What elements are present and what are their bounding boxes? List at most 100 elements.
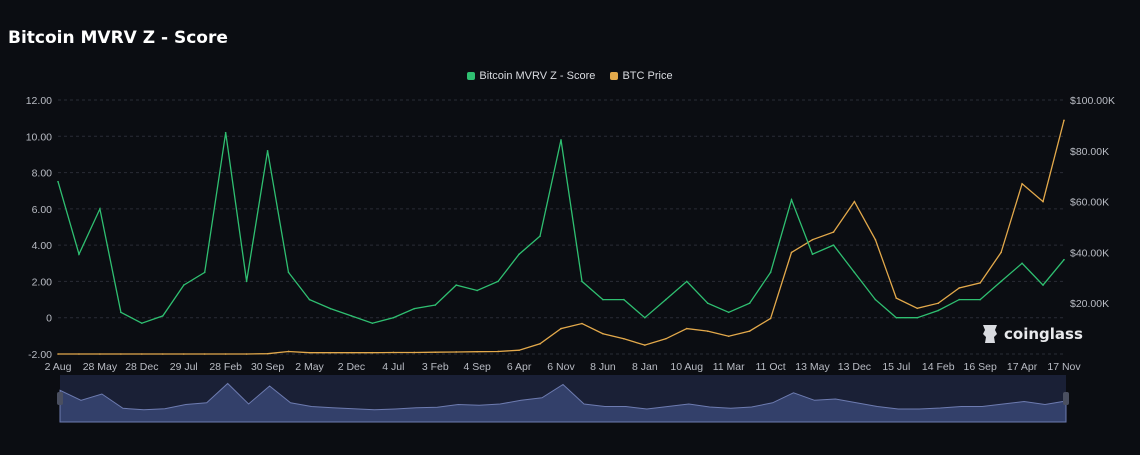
x-tick-label: 2 May <box>295 361 324 373</box>
data-point-mvrv <box>706 302 709 305</box>
data-point-btc <box>434 351 437 354</box>
data-point-mvrv <box>769 271 772 274</box>
data-point-mvrv <box>57 180 59 183</box>
data-point-btc <box>497 350 499 353</box>
data-point-mvrv <box>790 198 793 201</box>
y-left-tick-label: 6.00 <box>32 204 53 216</box>
data-point-btc <box>350 351 353 354</box>
data-point-mvrv <box>853 271 856 274</box>
data-point-btc <box>1021 183 1023 185</box>
data-point-mvrv <box>874 298 877 301</box>
coinglass-logo: coinglass <box>980 323 1083 345</box>
data-point-btc <box>287 350 290 353</box>
data-point-btc <box>644 344 646 346</box>
y-left-tick-label: -2.00 <box>28 349 52 361</box>
legend: Bitcoin MVRV Z - Score BTC Price <box>0 70 1140 83</box>
data-point-btc <box>141 353 143 355</box>
data-point-mvrv <box>455 284 458 286</box>
data-point-btc <box>706 330 709 332</box>
series-line-mvrv-z-score <box>57 132 1065 324</box>
data-point-btc <box>1063 119 1065 122</box>
data-point-btc <box>266 352 269 355</box>
data-point-mvrv <box>371 322 374 324</box>
navigator-left-handle[interactable] <box>57 392 63 405</box>
data-point-mvrv <box>120 311 122 314</box>
data-point-btc <box>560 327 562 330</box>
data-point-mvrv <box>224 131 227 134</box>
x-tick-label: 29 Jul <box>170 361 198 373</box>
x-tick-label: 8 Jun <box>590 361 616 373</box>
data-point-btc <box>623 337 625 340</box>
data-point-btc <box>581 322 583 325</box>
data-point-btc <box>958 287 961 289</box>
x-tick-label: 15 Jul <box>882 361 910 373</box>
data-point-btc <box>203 353 206 355</box>
x-tick-label: 4 Jul <box>382 361 404 373</box>
y-left-tick-label: 2.00 <box>32 276 53 288</box>
data-point-btc <box>685 327 688 330</box>
data-point-btc <box>895 297 898 299</box>
data-point-btc <box>937 302 940 305</box>
data-point-mvrv <box>99 208 101 210</box>
data-point-btc <box>874 238 877 241</box>
x-tick-label: 11 Mar <box>713 361 745 373</box>
data-point-mvrv <box>476 289 478 292</box>
x-tick-label: 11 Oct <box>756 361 786 373</box>
data-point-mvrv <box>1000 280 1002 283</box>
data-point-btc <box>329 351 332 354</box>
data-point-mvrv <box>287 271 290 274</box>
data-point-btc <box>182 353 185 355</box>
data-point-mvrv <box>685 280 688 283</box>
data-point-btc <box>78 353 80 355</box>
data-point-btc <box>790 251 793 254</box>
data-point-btc <box>57 353 59 355</box>
navigator-right-handle[interactable] <box>1063 392 1069 405</box>
data-point-mvrv <box>182 284 185 286</box>
legend-item-btc-price[interactable]: BTC Price <box>610 70 673 82</box>
x-tick-label: 10 Aug <box>670 361 703 373</box>
data-point-mvrv <box>832 244 835 246</box>
x-tick-label: 2 Dec <box>338 361 365 373</box>
data-point-mvrv <box>1042 284 1044 286</box>
data-point-btc <box>602 332 604 335</box>
data-point-btc <box>769 317 772 320</box>
x-tick-label: 28 May <box>83 361 118 373</box>
data-point-mvrv <box>308 298 311 301</box>
data-point-btc <box>308 351 311 354</box>
y-right-tick-label: $60.00K <box>1070 197 1109 209</box>
data-point-btc <box>245 353 248 355</box>
data-point-mvrv <box>644 316 646 319</box>
data-point-btc <box>811 238 814 241</box>
data-point-btc <box>853 200 856 203</box>
data-point-mvrv <box>958 298 961 301</box>
data-point-mvrv <box>141 322 143 324</box>
y-left-tick-label: 8.00 <box>32 168 53 180</box>
data-point-mvrv <box>161 315 164 317</box>
data-point-mvrv <box>664 298 667 301</box>
x-tick-label: 4 Sep <box>463 361 491 373</box>
legend-swatch-btc <box>610 72 619 80</box>
data-point-btc <box>413 351 416 354</box>
data-point-mvrv <box>266 150 269 152</box>
legend-label-mvrv: Bitcoin MVRV Z - Score <box>479 70 596 82</box>
data-point-btc <box>224 353 227 355</box>
x-tick-label: 14 Feb <box>922 361 955 373</box>
data-point-mvrv <box>1021 262 1023 265</box>
data-point-mvrv <box>497 280 499 283</box>
data-point-mvrv <box>329 307 332 310</box>
navigator-series-area <box>59 382 1067 423</box>
data-point-mvrv <box>811 253 814 256</box>
data-point-mvrv <box>560 139 562 141</box>
coinglass-mascot-icon <box>983 325 997 343</box>
x-tick-label: 28 Feb <box>209 361 242 373</box>
data-point-mvrv <box>581 280 583 283</box>
data-point-mvrv <box>350 315 353 317</box>
data-point-mvrv <box>748 302 751 305</box>
data-point-mvrv <box>979 298 981 301</box>
data-point-btc <box>727 335 730 338</box>
legend-item-mvrv[interactable]: Bitcoin MVRV Z - Score <box>467 70 595 82</box>
data-point-mvrv <box>895 316 898 319</box>
data-point-mvrv <box>434 304 437 306</box>
x-tick-label: 30 Sep <box>251 361 284 373</box>
